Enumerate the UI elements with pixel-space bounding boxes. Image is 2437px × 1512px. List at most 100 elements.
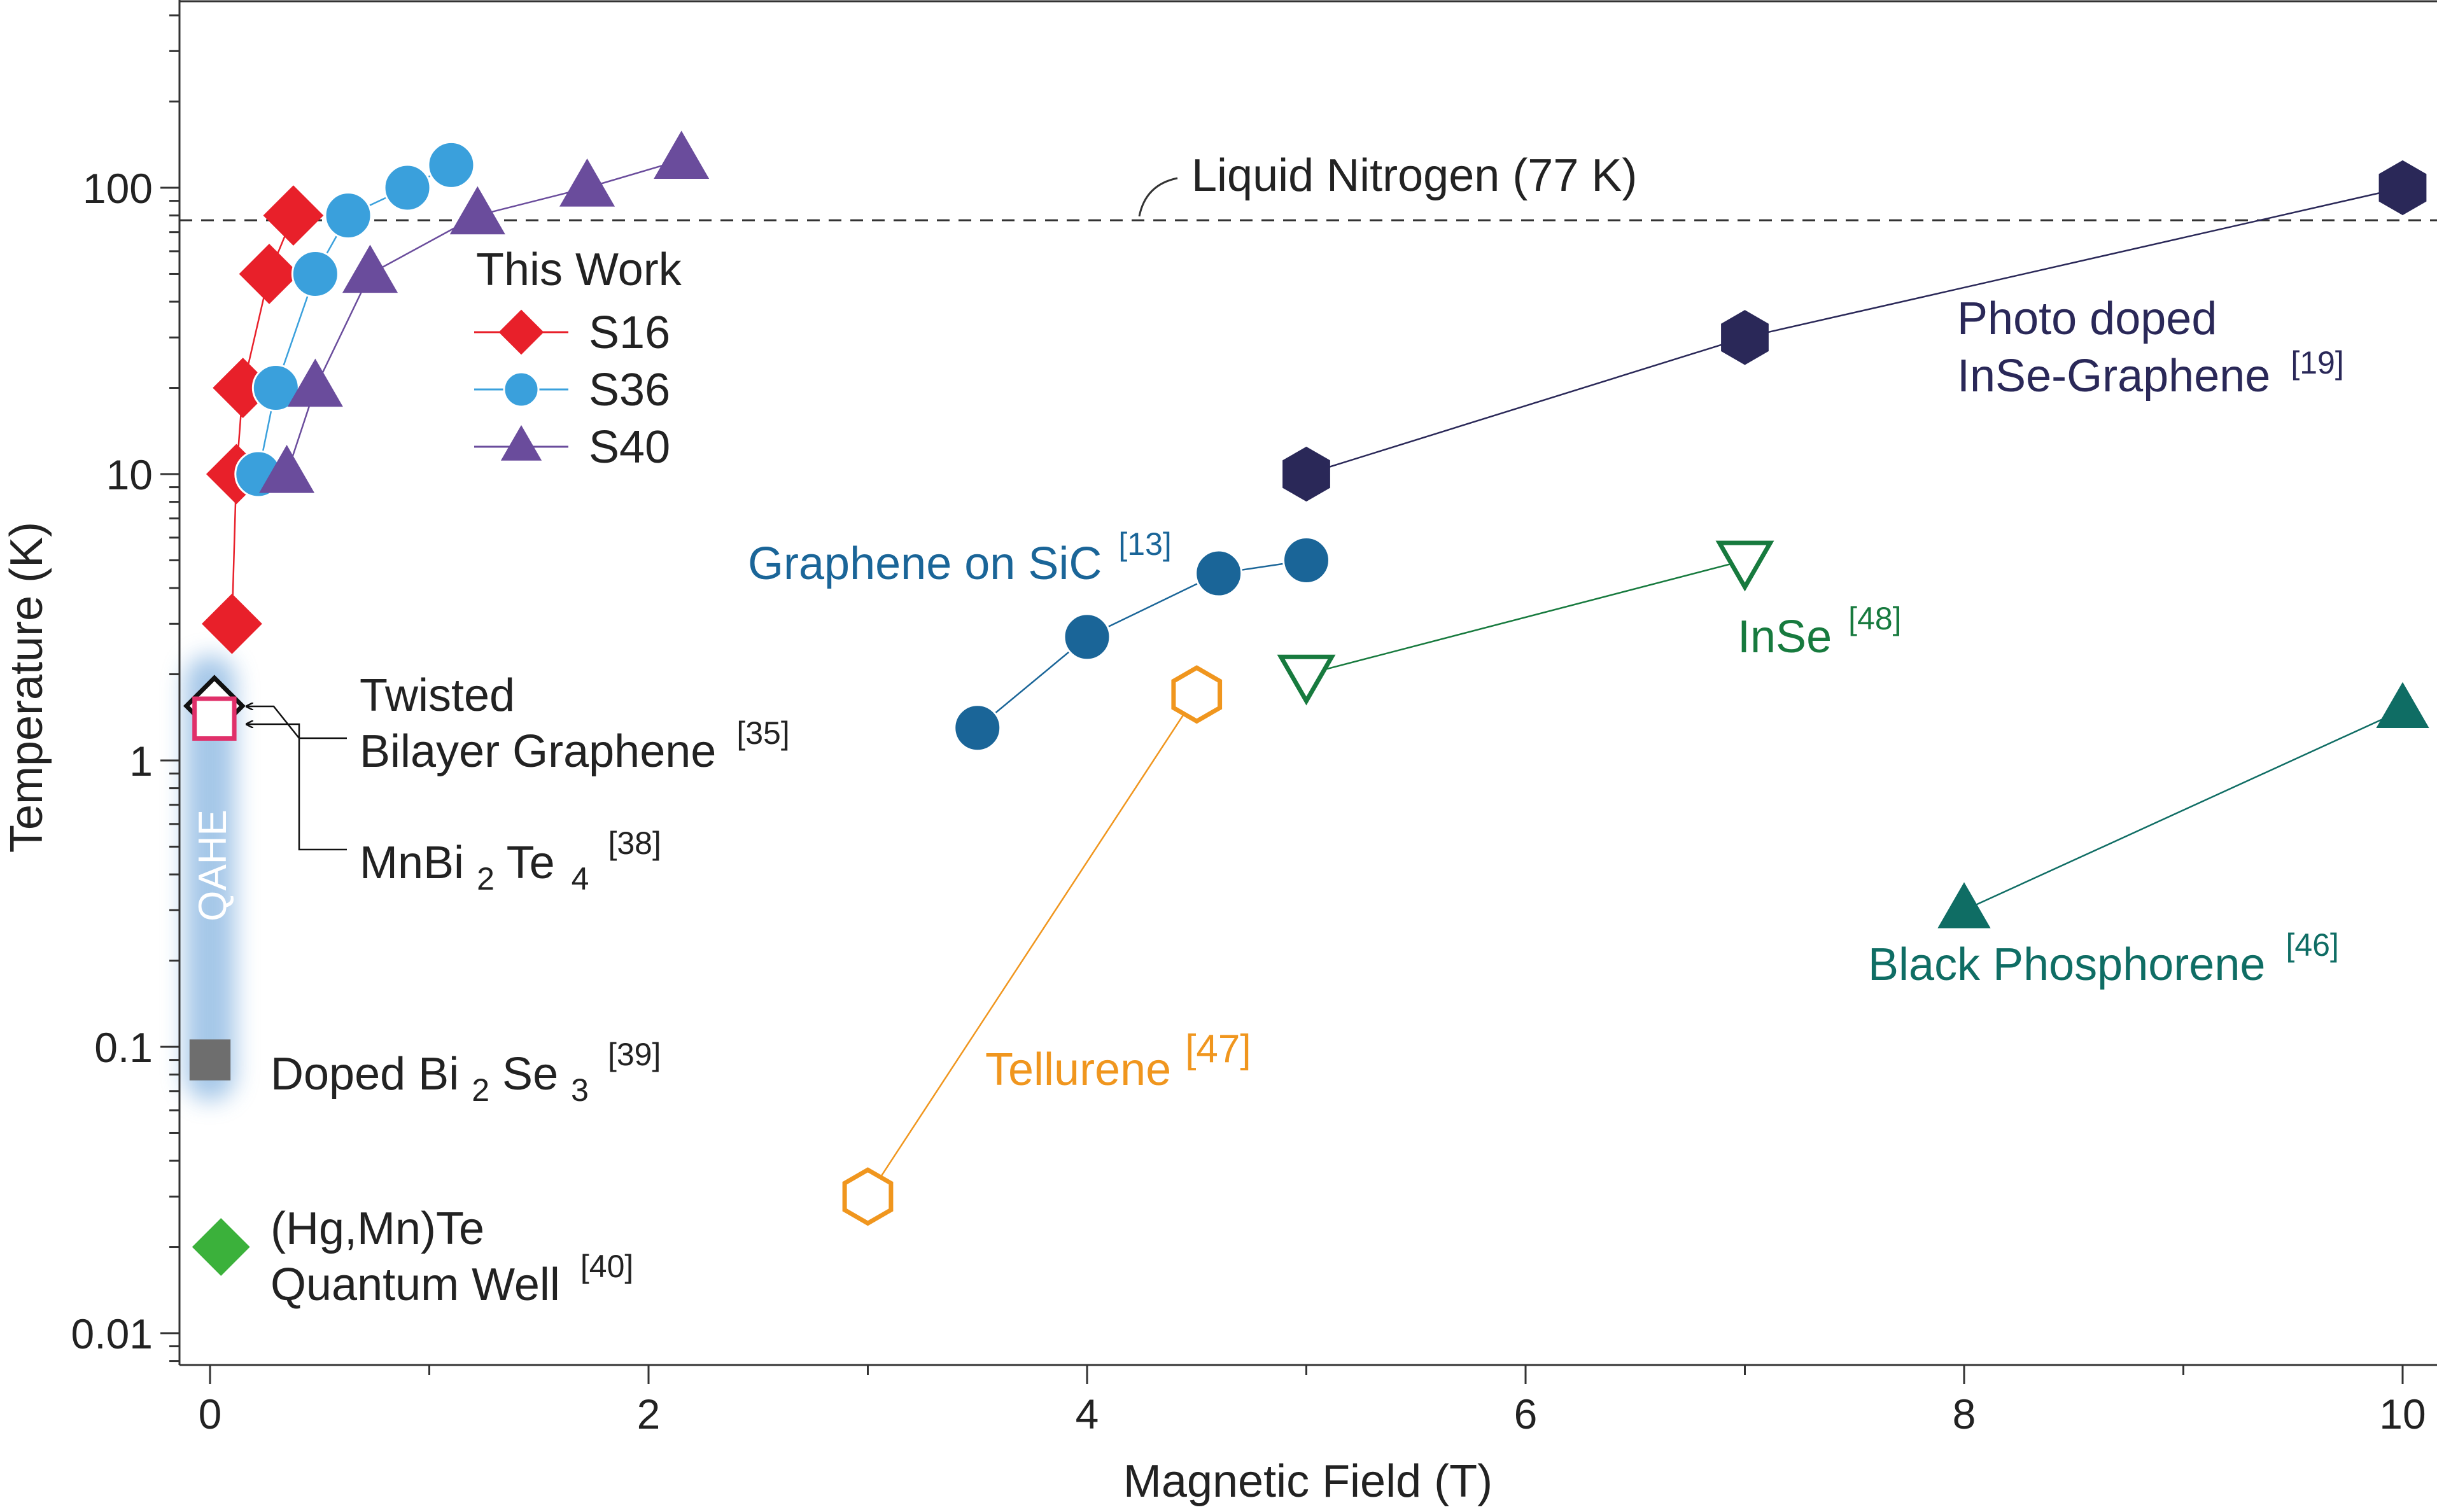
hgmnte-line-2: Quantum Well — [270, 1259, 560, 1310]
qahe-label: QAHE — [191, 809, 235, 921]
inse-point — [1277, 654, 1336, 706]
leader-arrows — [247, 706, 347, 851]
mnbi2te4-part-2: Te — [507, 837, 555, 888]
hgmnte-line-1: (Hg,Mn)Te — [270, 1203, 484, 1254]
liquid-nitrogen-reference: Liquid Nitrogen (77 K) — [179, 150, 2437, 221]
sic-line — [976, 559, 1307, 729]
legend: This Work S16 S36 S40 — [474, 244, 682, 473]
y-tick-label: 100 — [83, 165, 153, 212]
series-markers — [183, 130, 2429, 1276]
doped-bi2se3-sub-2: 3 — [571, 1072, 589, 1108]
y-axis-ticks: 0.01 0.1 1 10 100 — [71, 14, 179, 1362]
hgmnte-label: (Hg,Mn)Te Quantum Well [40] — [270, 1203, 633, 1310]
photo-doped-line-1: Photo doped — [1957, 293, 2217, 344]
doped-bi2se3-part-2: Se — [502, 1049, 558, 1100]
tell-point — [842, 1167, 894, 1226]
doped-bi2se3-label: Doped Bi 2 Se 3 [39] — [270, 1037, 661, 1111]
legend-marker-s16 — [498, 309, 544, 355]
photo-line — [1306, 186, 2403, 475]
y-tick-label: 0.1 — [94, 1024, 153, 1071]
liquid-nitrogen-label: Liquid Nitrogen (77 K) — [1191, 150, 1637, 201]
doped-bi2se3-part-1: Doped Bi — [270, 1049, 459, 1100]
sic-point — [1195, 549, 1243, 598]
tell-point — [1171, 665, 1223, 724]
mnbi2te4-sub-2: 4 — [572, 861, 589, 897]
sic-point — [1063, 613, 1111, 661]
graphene-sic-label: Graphene on SiC [13] — [748, 526, 1172, 589]
s40-point — [342, 244, 398, 293]
bp-line — [1963, 709, 2403, 911]
mnbi2te4-label: MnBi 2 Te 4 [38] — [360, 825, 661, 900]
tellurene-name: Tellurene — [985, 1044, 1171, 1095]
mnbi2te4-part-1: MnBi — [360, 837, 464, 888]
photo-doped-line-2: InSe-Graphene — [1957, 351, 2270, 402]
twisted-bilayer-line-2: Bilayer Graphene — [360, 726, 716, 777]
mbt-point — [192, 696, 237, 741]
x-axis-title: Magnetic Field (T) — [1123, 1456, 1492, 1507]
twisted-bilayer-line-1: Twisted — [360, 670, 515, 721]
s40-point — [654, 130, 710, 179]
bp-point — [1937, 882, 1991, 928]
legend-entries: S16 S36 S40 — [474, 307, 670, 473]
photo-doped-ref: [19] — [2291, 345, 2343, 381]
hgmnte-ref: [40] — [580, 1249, 633, 1284]
y-tick-label: 1 — [129, 738, 153, 785]
x-tick-label: 0 — [199, 1390, 222, 1438]
twisted-bilayer-ref: [35] — [736, 715, 789, 751]
s36-point — [291, 249, 339, 298]
sic-point — [1282, 536, 1330, 584]
s36-point — [383, 164, 432, 212]
s16-point — [239, 244, 300, 304]
s40-point — [449, 186, 505, 235]
mnbi2te4-sub-1: 2 — [477, 861, 495, 897]
liquid-nitrogen-leader — [1138, 177, 1178, 217]
qahe-band — [185, 655, 235, 1101]
photo-point — [2378, 160, 2427, 216]
inse-ref: [48] — [1848, 601, 1901, 636]
s36-point — [324, 192, 372, 240]
mnbi2te4-ref: [38] — [608, 825, 661, 861]
x-tick-label: 6 — [1514, 1390, 1538, 1438]
doped-bi2se3-ref: [39] — [608, 1037, 661, 1072]
legend-marker-s36 — [503, 371, 540, 408]
photo-doped-label: Photo doped InSe-Graphene [19] — [1957, 293, 2344, 402]
photo-point — [1282, 446, 1330, 502]
legend-label-s40: S40 — [589, 422, 670, 473]
twisted-bilayer-label: Twisted Bilayer Graphene [35] — [360, 670, 790, 777]
hgmn-point — [192, 1218, 250, 1276]
tellurene-label: Tellurene [47] — [985, 1027, 1251, 1095]
dbs-point — [189, 1039, 231, 1081]
graphene-sic-name: Graphene on SiC — [748, 538, 1102, 589]
s40-point — [287, 358, 343, 407]
plot-frame — [178, 0, 2437, 1366]
mnbi2te4-leader — [247, 724, 347, 851]
black-phosphorene-label: Black Phosphorene [46] — [1868, 927, 2339, 990]
tellurene-ref: [47] — [1185, 1027, 1251, 1071]
s36-point — [427, 141, 475, 189]
x-axis-ticks: 0 2 4 6 8 10 — [199, 1365, 2426, 1438]
legend-marker-s40 — [500, 424, 542, 461]
x-tick-label: 10 — [2379, 1390, 2426, 1438]
x-tick-label: 8 — [1953, 1390, 1976, 1438]
inse-label: InSe [48] — [1738, 601, 1902, 662]
inse-point — [1715, 540, 1774, 592]
twisted-bilayer-leader — [247, 706, 347, 739]
x-tick-label: 4 — [1076, 1390, 1099, 1438]
y-tick-label: 0.01 — [71, 1310, 153, 1357]
s40-point — [559, 158, 615, 207]
inse-name: InSe — [1738, 612, 1832, 662]
black-phosphorene-ref: [46] — [2286, 927, 2338, 963]
y-tick-label: 10 — [106, 451, 153, 498]
legend-label-s16: S16 — [589, 307, 670, 358]
tell-line — [867, 694, 1198, 1197]
y-axis-title: Temperature (K) — [1, 522, 52, 853]
qahe-band-group: QAHE — [185, 655, 235, 1101]
legend-label-s36: S36 — [589, 365, 670, 416]
black-phosphorene-name: Black Phosphorene — [1868, 939, 2265, 990]
x-tick-label: 2 — [637, 1390, 661, 1438]
bp-point — [2376, 682, 2429, 729]
literature-labels: Photo doped InSe-Graphene [19] Graphene … — [270, 293, 2344, 1310]
graphene-sic-ref: [13] — [1118, 526, 1171, 562]
photo-point — [1721, 310, 1769, 365]
